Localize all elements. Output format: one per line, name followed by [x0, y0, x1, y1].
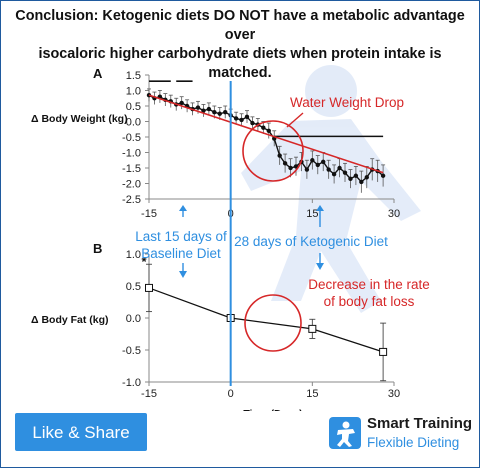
panel-b-y-tick-label: 0.0 — [126, 313, 141, 325]
panel-a-y-tick-label: -2.5 — [122, 194, 141, 206]
weight-point — [201, 108, 206, 113]
fat-point — [308, 324, 317, 333]
weight-point — [331, 172, 337, 177]
panel-b-x-tick-label: -15 — [141, 388, 157, 400]
weight-point — [326, 167, 331, 172]
weight-point — [337, 165, 342, 171]
fat-loss-label-line-2: of body fat loss — [324, 294, 415, 309]
panel-b-x-tick-label: 30 — [388, 388, 400, 400]
panel-b-y-tick-label: -0.5 — [122, 345, 141, 357]
panel-a-y-tick-label: -0.5 — [122, 132, 141, 144]
panel-a-y-tick-label: -2.0 — [122, 179, 141, 191]
weight-point — [310, 158, 315, 163]
panel-a-x-tick-label: 15 — [306, 208, 318, 220]
weight-point — [321, 159, 326, 164]
panel-a-x-tick-label: 30 — [388, 208, 400, 220]
weight-point — [250, 120, 255, 126]
chart-svg: A1.51.00.50.0-0.5-1.0-1.5-2.0-2.5-150153… — [31, 65, 430, 411]
brand-tagline: Flexible Dieting — [367, 435, 460, 450]
water-weight-circle — [242, 120, 304, 182]
weight-trend-line — [148, 94, 384, 174]
significance-star: * — [141, 254, 147, 269]
weight-point — [304, 167, 310, 172]
arrow-down-keto-head — [316, 263, 324, 270]
annotations-layer: Last 15 days of Baseline Diet 28 days of K… — [135, 81, 430, 386]
panel-b-x-axis-label: Time (Days) — [243, 408, 302, 411]
panel-a-y-tick-label: 0.0 — [126, 117, 141, 129]
panel-a-weight: A1.51.00.50.0-0.5-1.0-1.5-2.0-2.5-150153… — [31, 66, 400, 220]
panel-a-letter: A — [93, 66, 103, 81]
weight-point — [212, 110, 217, 115]
weight-point — [233, 116, 239, 121]
panel-a-y-tick-label: 0.5 — [126, 101, 141, 113]
panel-b-x-tick-label: 0 — [228, 388, 234, 400]
weight-point — [380, 173, 386, 178]
weight-point — [223, 110, 228, 115]
weight-point — [288, 165, 293, 171]
weight-point — [348, 176, 353, 182]
weight-point — [293, 164, 299, 169]
panel-b-y-tick-label: 0.5 — [126, 281, 141, 293]
fat-point — [379, 347, 388, 356]
weight-point — [353, 173, 359, 178]
arrow-up-baseline-head — [179, 205, 187, 211]
brand-name: Smart Training — [367, 415, 473, 432]
panel-a-x-tick-label: -15 — [141, 208, 157, 220]
panel-b-y-tick-label: -1.0 — [122, 377, 141, 389]
panel-a-y-tick-label: -1.5 — [122, 163, 141, 175]
weight-point — [244, 114, 250, 120]
keto-label: 28 days of Ketogenic Diet — [234, 234, 388, 249]
arrow-up-keto-head — [316, 205, 324, 211]
panel-a-y-axis-label: Δ Body Weight (kg) — [31, 113, 128, 125]
weight-point — [342, 170, 348, 175]
arrow-down-baseline-head — [179, 271, 187, 278]
fat-loss-label-line-1: Decrease in the rate — [308, 277, 430, 292]
weight-point — [179, 100, 184, 106]
weight-point — [195, 105, 201, 110]
headline-line-1: Conclusion: Ketogenic diets DO NOT have … — [15, 8, 465, 43]
weight-point — [315, 162, 320, 168]
flexing-figure-icon — [329, 417, 361, 449]
fat-loss-circle — [244, 294, 302, 352]
weight-point — [277, 153, 282, 158]
panel-b-y-tick-label: 1.0 — [126, 249, 141, 261]
weight-point — [239, 117, 244, 123]
weight-point — [217, 111, 222, 116]
water-weight-label: Water Weight Drop — [290, 95, 404, 110]
fat-point — [145, 283, 153, 292]
panel-b-fat: B 1.0 0.5 0.0 -0.5 -1.0-15 0 15 30 Time (Days) Δ B… — [31, 241, 400, 411]
brand-logo[interactable]: Smart Training Flexible Dieting — [329, 411, 479, 455]
baseline-label-line-1: Last 15 days of — [135, 229, 227, 244]
weight-point — [282, 161, 288, 166]
headline: Conclusion: Ketogenic diets DO NOT have … — [7, 7, 473, 83]
panel-a-y-tick-label: 1.0 — [126, 86, 141, 98]
fat-series-line — [148, 287, 384, 353]
weight-point — [206, 106, 212, 112]
baseline-label-line-2: Baseline Diet — [141, 246, 221, 261]
like-share-button[interactable]: Like & Share — [15, 413, 147, 451]
headline-line-2: isocaloric higher carbohydrate diets whe… — [38, 46, 442, 81]
panel-a-y-tick-label: -1.0 — [122, 148, 141, 160]
weight-point — [359, 179, 364, 185]
weight-point — [266, 128, 271, 133]
weight-point — [261, 125, 266, 130]
water-weight-arrow — [286, 112, 304, 128]
runner-watermark — [241, 65, 421, 313]
panel-b-y-axis-label: Δ Body Fat (kg) — [31, 314, 109, 326]
panel-b-x-tick-label: 15 — [306, 388, 318, 400]
panel-a-y-tick-label: 1.5 — [126, 70, 141, 82]
panel-b-letter: B — [93, 241, 102, 256]
weight-point — [364, 175, 369, 180]
